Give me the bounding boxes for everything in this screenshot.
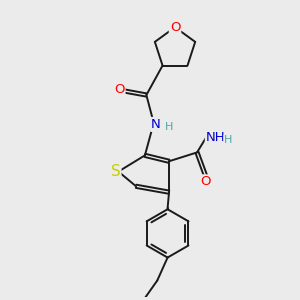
Text: O: O [114, 82, 124, 96]
Text: N: N [151, 118, 161, 131]
Text: NH: NH [206, 130, 225, 144]
Text: H: H [224, 135, 232, 145]
Text: S: S [111, 164, 120, 179]
Text: O: O [170, 21, 180, 34]
Text: O: O [201, 176, 211, 188]
Text: H: H [165, 122, 173, 131]
